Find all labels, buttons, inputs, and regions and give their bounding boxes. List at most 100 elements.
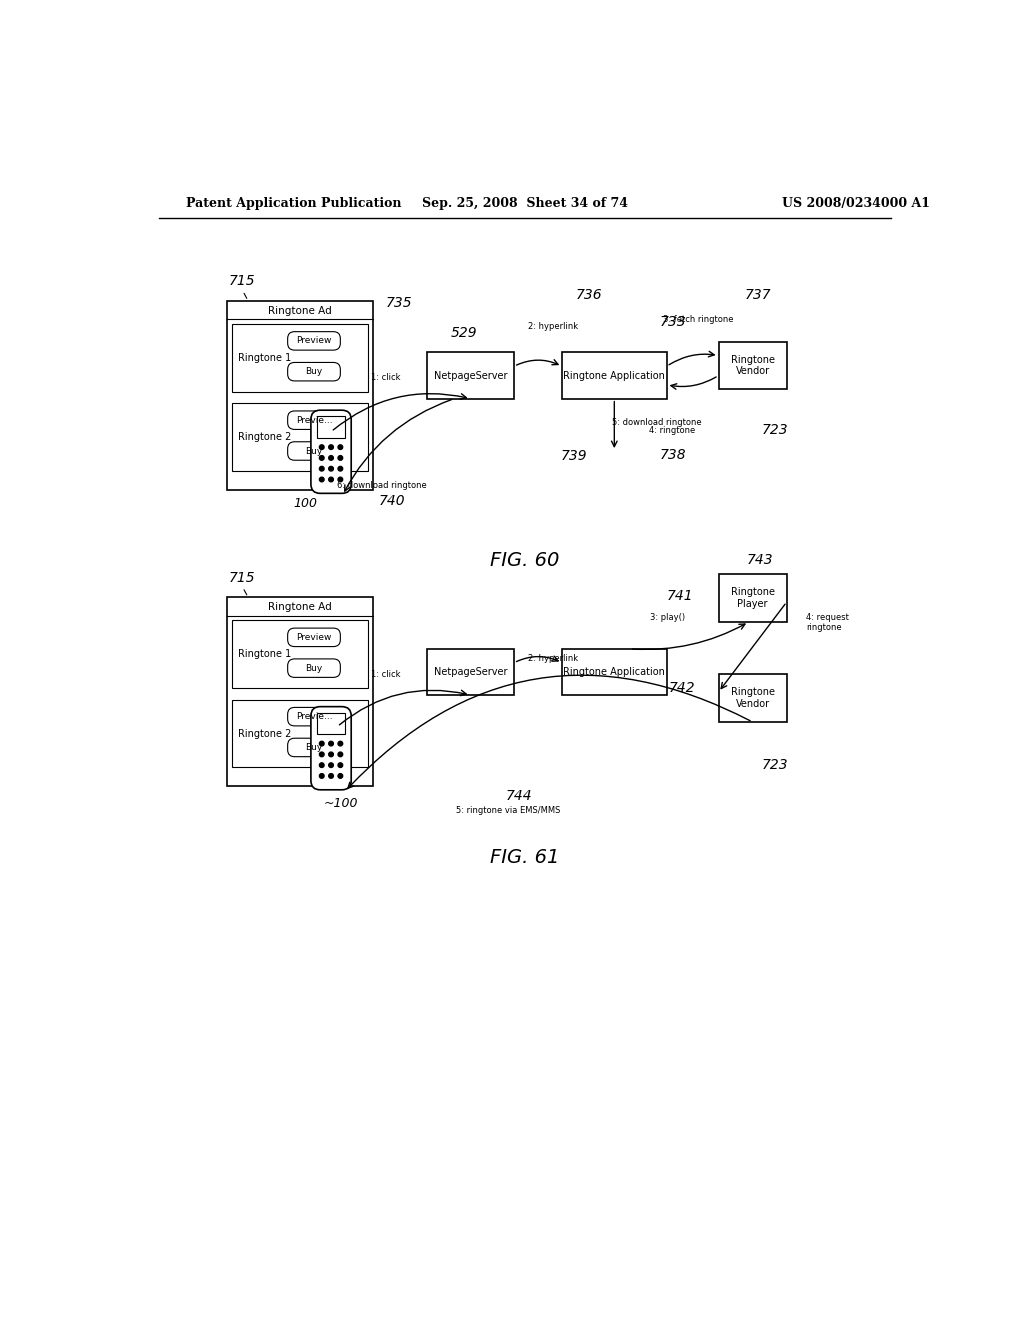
Text: FIG. 61: FIG. 61 <box>490 847 559 867</box>
FancyBboxPatch shape <box>231 620 369 688</box>
FancyBboxPatch shape <box>719 675 786 722</box>
Text: Sep. 25, 2008  Sheet 34 of 74: Sep. 25, 2008 Sheet 34 of 74 <box>422 197 628 210</box>
Text: 723: 723 <box>762 422 788 437</box>
FancyBboxPatch shape <box>427 352 514 399</box>
FancyBboxPatch shape <box>231 323 369 392</box>
FancyBboxPatch shape <box>719 574 786 622</box>
Text: 741: 741 <box>667 589 693 603</box>
FancyBboxPatch shape <box>288 628 340 647</box>
Text: Buy: Buy <box>305 743 323 752</box>
Text: 715: 715 <box>228 572 255 585</box>
Text: US 2008/0234000 A1: US 2008/0234000 A1 <box>782 197 931 210</box>
Circle shape <box>329 466 334 471</box>
Circle shape <box>329 752 334 756</box>
Circle shape <box>319 445 324 449</box>
Circle shape <box>319 455 324 461</box>
Text: Ringtone Application: Ringtone Application <box>563 667 666 677</box>
Text: Previe...: Previe... <box>296 713 333 721</box>
Text: Buy: Buy <box>305 446 323 455</box>
Circle shape <box>338 774 343 779</box>
Text: 738: 738 <box>659 447 686 462</box>
FancyBboxPatch shape <box>231 700 369 767</box>
FancyBboxPatch shape <box>288 442 340 461</box>
FancyBboxPatch shape <box>288 363 340 381</box>
Text: Ringtone Ad: Ringtone Ad <box>268 306 332 315</box>
Text: 742: 742 <box>669 681 695 696</box>
FancyBboxPatch shape <box>317 416 345 438</box>
Text: 743: 743 <box>746 553 773 568</box>
Text: 740: 740 <box>379 494 406 508</box>
Circle shape <box>319 774 324 779</box>
Circle shape <box>329 742 334 746</box>
Text: 3: fetch ringtone: 3: fetch ringtone <box>664 314 733 323</box>
Text: 739: 739 <box>560 449 587 463</box>
Circle shape <box>329 455 334 461</box>
Circle shape <box>319 478 324 482</box>
Circle shape <box>338 763 343 767</box>
Text: 736: 736 <box>575 288 602 302</box>
FancyBboxPatch shape <box>288 659 340 677</box>
Circle shape <box>338 752 343 756</box>
Text: NetpageServer: NetpageServer <box>434 667 507 677</box>
Text: 735: 735 <box>385 296 412 310</box>
Circle shape <box>329 774 334 779</box>
Text: 744: 744 <box>506 789 532 803</box>
Text: Previe...: Previe... <box>296 416 333 425</box>
FancyBboxPatch shape <box>288 738 340 756</box>
FancyBboxPatch shape <box>311 411 351 494</box>
Circle shape <box>338 478 343 482</box>
Text: 1: click: 1: click <box>372 669 400 678</box>
Circle shape <box>338 455 343 461</box>
FancyBboxPatch shape <box>311 706 351 789</box>
Text: Ringtone
Player: Ringtone Player <box>731 587 774 609</box>
Text: Ringtone 1: Ringtone 1 <box>238 352 291 363</box>
Text: 733: 733 <box>659 315 686 329</box>
FancyBboxPatch shape <box>562 649 667 696</box>
Text: 737: 737 <box>744 288 771 301</box>
Circle shape <box>329 445 334 449</box>
Text: Preview: Preview <box>296 632 332 642</box>
Text: 2: hyperlink: 2: hyperlink <box>527 322 578 331</box>
FancyBboxPatch shape <box>317 713 345 734</box>
Circle shape <box>319 752 324 756</box>
Text: Buy: Buy <box>305 664 323 673</box>
FancyBboxPatch shape <box>562 352 667 399</box>
Text: 1: click: 1: click <box>372 374 400 383</box>
Text: ~100: ~100 <box>324 797 357 809</box>
Circle shape <box>329 478 334 482</box>
Circle shape <box>329 763 334 767</box>
FancyBboxPatch shape <box>231 404 369 471</box>
Text: 723: 723 <box>762 758 788 772</box>
Text: Ringtone 1: Ringtone 1 <box>238 649 291 659</box>
Circle shape <box>319 763 324 767</box>
Text: 4: request
ringtone: 4: request ringtone <box>806 612 849 632</box>
Text: 4: ringtone: 4: ringtone <box>649 425 695 434</box>
Text: 529: 529 <box>451 326 477 341</box>
Text: Ringtone Application: Ringtone Application <box>563 371 666 380</box>
Circle shape <box>338 466 343 471</box>
Text: Ringtone
Vendor: Ringtone Vendor <box>731 355 774 376</box>
Text: 3: play(): 3: play() <box>650 612 685 622</box>
Text: 100: 100 <box>294 498 317 511</box>
Text: Patent Application Publication: Patent Application Publication <box>186 197 401 210</box>
Text: Preview: Preview <box>296 337 332 346</box>
FancyBboxPatch shape <box>227 301 373 490</box>
Text: Buy: Buy <box>305 367 323 376</box>
Circle shape <box>319 742 324 746</box>
Text: Ringtone 2: Ringtone 2 <box>238 729 292 739</box>
Text: Ringtone Ad: Ringtone Ad <box>268 602 332 612</box>
Circle shape <box>338 445 343 449</box>
Text: 5: download ringtone: 5: download ringtone <box>612 418 701 426</box>
Text: 715: 715 <box>228 275 255 289</box>
FancyBboxPatch shape <box>427 649 514 696</box>
Text: Ringtone 2: Ringtone 2 <box>238 432 292 442</box>
Text: 5: ringtone via EMS/MMS: 5: ringtone via EMS/MMS <box>456 807 560 814</box>
Text: FIG. 60: FIG. 60 <box>490 552 559 570</box>
FancyBboxPatch shape <box>719 342 786 389</box>
FancyBboxPatch shape <box>288 331 340 350</box>
Text: 2: hyperlink: 2: hyperlink <box>527 655 578 663</box>
Text: NetpageServer: NetpageServer <box>434 371 507 380</box>
FancyBboxPatch shape <box>288 411 340 429</box>
FancyBboxPatch shape <box>227 597 373 785</box>
Circle shape <box>338 742 343 746</box>
